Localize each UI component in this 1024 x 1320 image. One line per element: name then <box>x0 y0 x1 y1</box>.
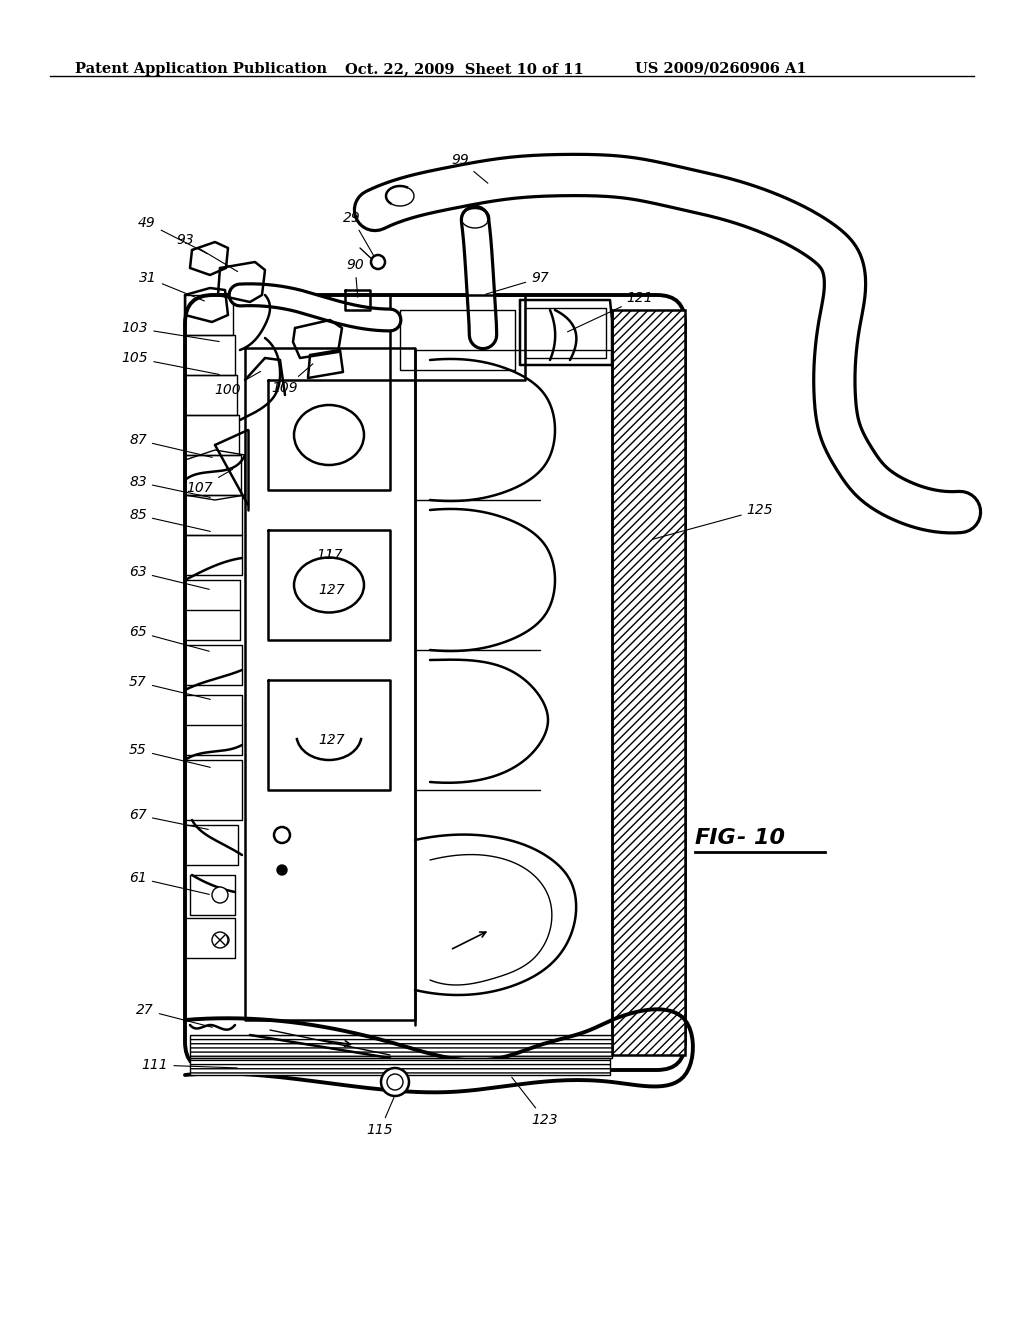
Text: 27: 27 <box>136 1003 212 1027</box>
Text: 107: 107 <box>186 470 232 495</box>
Circle shape <box>381 1068 409 1096</box>
Text: 29: 29 <box>343 211 374 256</box>
Text: 105: 105 <box>122 351 219 375</box>
Text: 111: 111 <box>141 1059 238 1072</box>
Text: 63: 63 <box>129 565 209 589</box>
Circle shape <box>371 255 385 269</box>
Text: 67: 67 <box>129 808 208 829</box>
Text: 57: 57 <box>129 675 210 700</box>
Text: 103: 103 <box>122 321 219 342</box>
Text: 49: 49 <box>138 216 208 253</box>
Text: FIG: FIG <box>695 828 736 847</box>
Text: 85: 85 <box>129 508 210 532</box>
Text: Oct. 22, 2009  Sheet 10 of 11: Oct. 22, 2009 Sheet 10 of 11 <box>345 62 584 77</box>
Text: 109: 109 <box>271 364 313 395</box>
Text: 61: 61 <box>129 871 209 895</box>
Text: 117: 117 <box>316 548 343 562</box>
Text: 90: 90 <box>346 257 364 297</box>
Text: 93: 93 <box>176 234 238 272</box>
Text: 127: 127 <box>318 733 345 747</box>
Text: 123: 123 <box>512 1077 558 1127</box>
Text: 31: 31 <box>139 271 205 301</box>
Circle shape <box>212 887 228 903</box>
Circle shape <box>217 935 229 946</box>
Text: 55: 55 <box>129 743 210 767</box>
Text: 97: 97 <box>485 271 549 294</box>
Text: 87: 87 <box>129 433 212 457</box>
Text: 99: 99 <box>452 153 487 183</box>
Circle shape <box>387 1074 403 1090</box>
FancyBboxPatch shape <box>185 294 685 1071</box>
Circle shape <box>274 828 290 843</box>
Circle shape <box>212 932 228 948</box>
Text: Patent Application Publication: Patent Application Publication <box>75 62 327 77</box>
Text: 121: 121 <box>567 290 653 331</box>
Polygon shape <box>190 1035 612 1059</box>
Text: US 2009/0260906 A1: US 2009/0260906 A1 <box>635 62 807 77</box>
Text: 127: 127 <box>318 583 345 597</box>
Polygon shape <box>190 1059 610 1074</box>
Text: 65: 65 <box>129 624 209 651</box>
Circle shape <box>278 865 287 875</box>
Text: 115: 115 <box>367 1097 394 1137</box>
Text: - 10: - 10 <box>737 828 785 847</box>
Text: 125: 125 <box>652 503 773 540</box>
Text: 83: 83 <box>129 475 210 498</box>
Polygon shape <box>612 310 685 1055</box>
Text: 100: 100 <box>215 371 260 397</box>
